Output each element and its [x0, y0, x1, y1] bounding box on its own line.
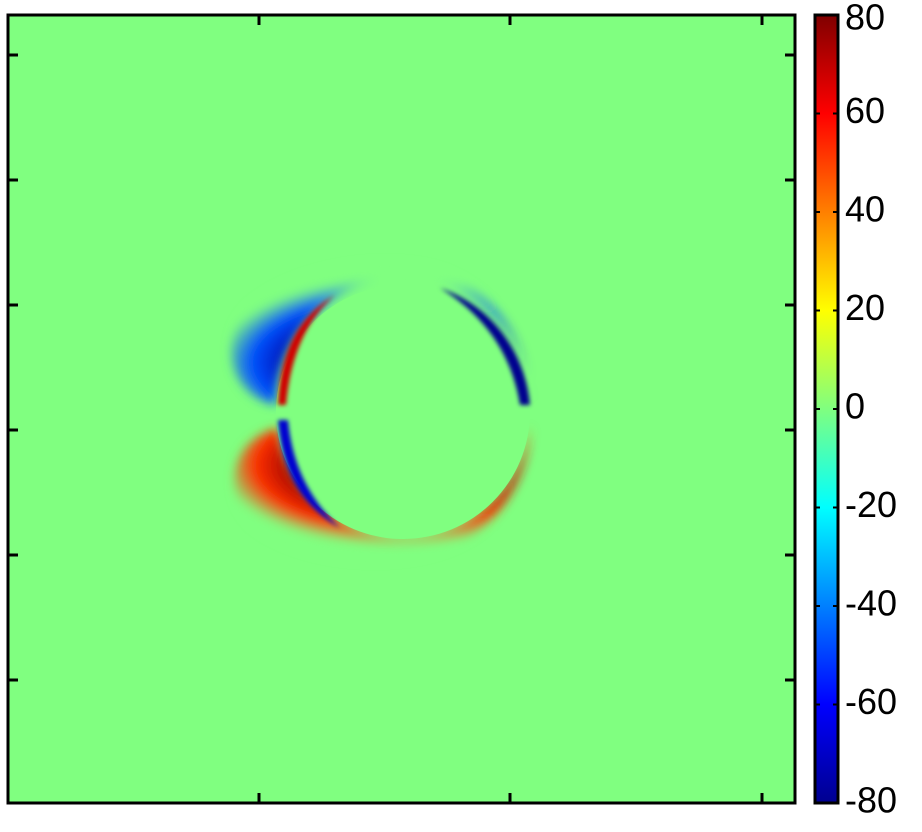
colorbar-tick-label: 20 — [845, 287, 885, 328]
colorbar-tick-label: 80 — [845, 0, 885, 38]
colorbar-tick-label: 0 — [845, 386, 865, 427]
negative-lobe — [231, 264, 532, 405]
colorbar-tick-label: -40 — [845, 583, 897, 624]
colorbar — [815, 15, 838, 803]
cylinder — [276, 285, 530, 539]
positive-lobe — [234, 425, 530, 560]
colorbar-tick-label: 60 — [845, 90, 885, 131]
heatmap-field — [8, 15, 795, 803]
inner-positive-rim — [278, 295, 335, 405]
colorbar-tick-label: 40 — [845, 189, 885, 230]
plot-frame — [6, 13, 797, 805]
inner-negative-rim — [278, 420, 340, 528]
colorbar-tick-label: -60 — [845, 681, 897, 722]
colorbar-tick-label: -80 — [845, 780, 897, 821]
outer-negative-rim — [440, 288, 530, 405]
colorbar-tick-label: -20 — [845, 484, 897, 525]
